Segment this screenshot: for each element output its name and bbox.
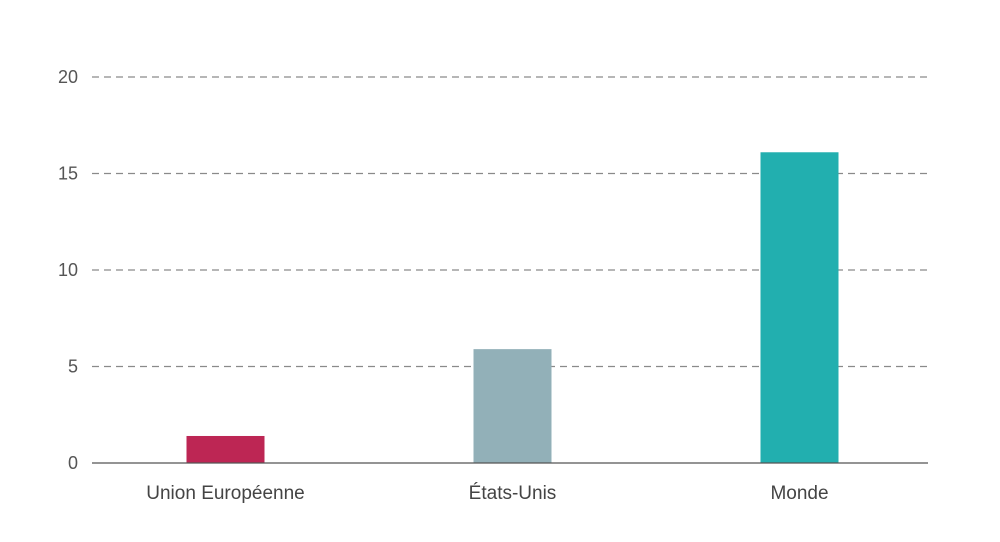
y-tick-labels: 0 5 10 15 20 — [58, 67, 78, 473]
y-tick-label: 20 — [58, 67, 78, 87]
bar-2 — [760, 152, 839, 463]
x-category-label: Union Européenne — [146, 483, 304, 504]
y-tick-label: 5 — [68, 357, 78, 377]
x-category-label: Monde — [770, 483, 828, 504]
bars — [186, 152, 839, 463]
y-tick-label: 15 — [58, 164, 78, 184]
x-category-label: États-Unis — [469, 483, 557, 504]
bar-1 — [473, 349, 552, 463]
bar-0 — [186, 435, 265, 463]
x-category-labels: Union Européenne États-Unis Monde — [146, 483, 828, 504]
y-tick-label: 10 — [58, 260, 78, 280]
y-tick-label: 0 — [68, 453, 78, 473]
